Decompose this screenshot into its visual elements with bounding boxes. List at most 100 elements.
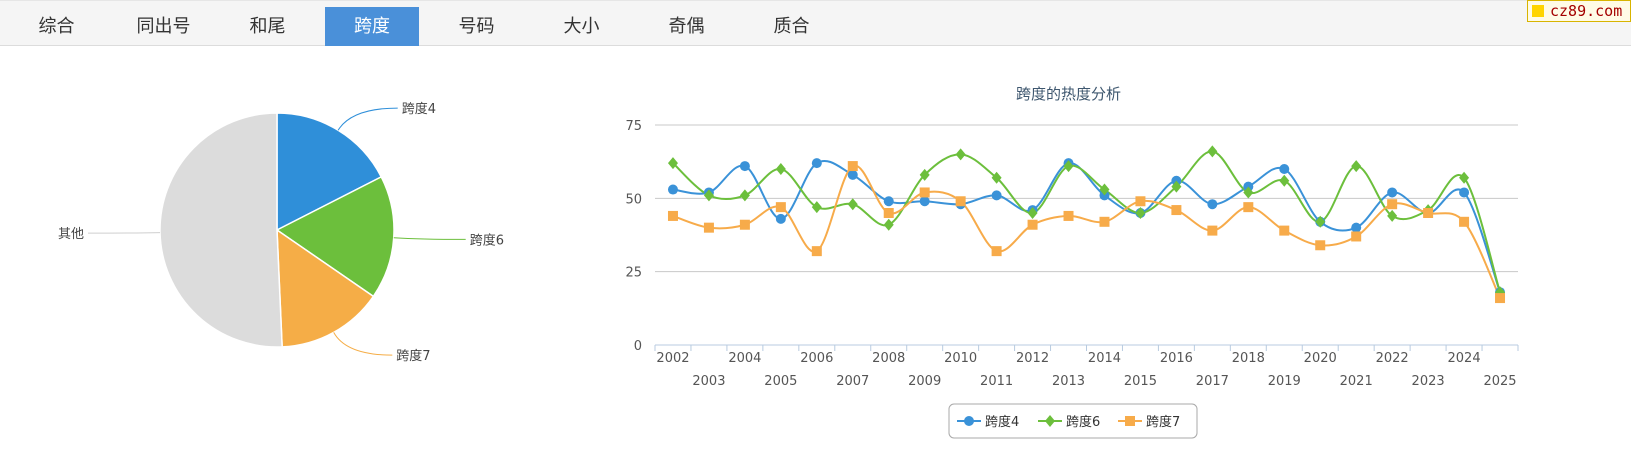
data-point[interactable] (1063, 160, 1074, 173)
data-point[interactable] (1387, 209, 1398, 222)
data-point[interactable] (955, 196, 966, 207)
data-point[interactable] (775, 213, 786, 224)
pie-slice[interactable] (159, 112, 283, 348)
data-point[interactable] (1207, 145, 1218, 158)
tab-number[interactable]: 号码 (458, 16, 495, 37)
data-point[interactable] (1279, 225, 1290, 236)
tab-span[interactable]: 跨度 (325, 7, 419, 46)
x-tick-label: 2012 (1016, 351, 1049, 366)
data-point[interactable] (991, 246, 1002, 257)
pie-slice[interactable] (275, 175, 395, 298)
data-point[interactable] (955, 148, 966, 161)
pie-label: 其他 (58, 227, 84, 242)
data-point[interactable] (667, 210, 678, 221)
tab-big-small[interactable]: 大小 (563, 16, 600, 37)
x-tick-label: 2023 (1412, 374, 1445, 389)
data-point[interactable] (1351, 231, 1362, 242)
y-tick-label: 75 (625, 119, 642, 134)
tab-sum-tail[interactable]: 和尾 (249, 16, 286, 37)
data-point[interactable] (811, 201, 822, 214)
data-point[interactable] (1243, 202, 1254, 213)
data-point[interactable] (919, 168, 930, 181)
legend-label: 跨度6 (1066, 414, 1100, 430)
data-point[interactable] (847, 198, 858, 211)
x-tick-label: 2008 (872, 351, 905, 366)
tab-overview[interactable]: 综合 (38, 16, 75, 37)
data-point[interactable] (739, 219, 750, 230)
data-point[interactable] (1027, 219, 1038, 230)
x-tick-label: 2018 (1232, 351, 1265, 366)
data-point[interactable] (1423, 208, 1434, 218)
data-point[interactable] (1459, 171, 1470, 184)
data-point[interactable] (1351, 222, 1362, 233)
data-point[interactable] (1135, 196, 1146, 207)
x-tick-label: 2013 (1052, 374, 1085, 389)
data-point[interactable] (1279, 164, 1290, 174)
data-point[interactable] (775, 202, 786, 213)
x-tick-label: 2009 (908, 374, 941, 389)
data-point[interactable] (1387, 199, 1398, 210)
tab-prime-composite[interactable]: 质合 (773, 16, 810, 37)
x-tick-label: 2003 (692, 374, 725, 389)
data-point[interactable] (883, 208, 894, 218)
data-point[interactable] (739, 189, 750, 202)
data-point[interactable] (1099, 216, 1110, 227)
data-point[interactable] (1495, 293, 1506, 304)
x-tick-label: 2014 (1088, 351, 1121, 366)
data-point[interactable] (667, 184, 678, 195)
data-point[interactable] (883, 218, 894, 231)
y-tick-label: 50 (625, 192, 642, 207)
series-line (672, 150, 1501, 293)
data-point[interactable] (1171, 205, 1182, 216)
data-point[interactable] (1099, 183, 1110, 196)
data-point[interactable] (1207, 199, 1218, 210)
pie-connector (393, 237, 466, 240)
x-tick-label: 2005 (764, 374, 797, 389)
data-point[interactable] (775, 163, 786, 175)
data-point[interactable] (1171, 180, 1182, 193)
tab-odd-even[interactable]: 奇偶 (668, 16, 705, 37)
data-point[interactable] (1351, 160, 1362, 173)
legend-item[interactable]: 跨度4 (957, 414, 1019, 430)
data-point[interactable] (1243, 186, 1254, 199)
legend-label: 跨度4 (985, 414, 1019, 430)
data-point[interactable] (919, 196, 930, 207)
data-point[interactable] (991, 190, 1002, 201)
data-point[interactable] (1279, 174, 1290, 187)
pie-slice[interactable] (276, 112, 383, 232)
x-tick-label: 2021 (1340, 374, 1373, 389)
data-point[interactable] (847, 169, 858, 180)
pie-connector (88, 232, 161, 234)
data-point[interactable] (1027, 207, 1038, 219)
data-point[interactable] (1387, 187, 1398, 198)
data-point[interactable] (739, 161, 750, 172)
data-point[interactable] (919, 187, 930, 198)
data-point[interactable] (1063, 210, 1074, 221)
site-badge-text: cz89.com (1550, 2, 1623, 20)
legend-item[interactable]: 跨度6 (1038, 414, 1100, 430)
site-badge[interactable]: cz89.com (1527, 0, 1631, 22)
data-point[interactable] (811, 158, 822, 169)
x-tick-label: 2002 (656, 351, 689, 366)
legend-item[interactable]: 跨度7 (1118, 414, 1180, 430)
pie-slice[interactable] (276, 228, 375, 348)
data-point[interactable] (1207, 225, 1218, 236)
data-point[interactable] (703, 222, 714, 233)
data-point[interactable] (1135, 207, 1146, 219)
pie-label: 跨度4 (402, 101, 436, 117)
data-point[interactable] (883, 196, 894, 207)
tab-same-numbers[interactable]: 同出号 (136, 16, 191, 37)
data-point[interactable] (811, 246, 822, 257)
data-point[interactable] (847, 161, 858, 172)
data-point[interactable] (1315, 240, 1326, 251)
x-tick-label: 2006 (800, 351, 833, 366)
data-point[interactable] (991, 171, 1002, 184)
data-point[interactable] (1459, 187, 1470, 198)
x-tick-label: 2016 (1160, 351, 1193, 366)
data-point[interactable] (667, 157, 678, 170)
data-point[interactable] (1315, 215, 1326, 228)
x-tick-label: 2015 (1124, 374, 1157, 389)
data-point[interactable] (703, 189, 714, 202)
pie-label: 跨度6 (470, 232, 504, 248)
data-point[interactable] (1459, 216, 1470, 227)
